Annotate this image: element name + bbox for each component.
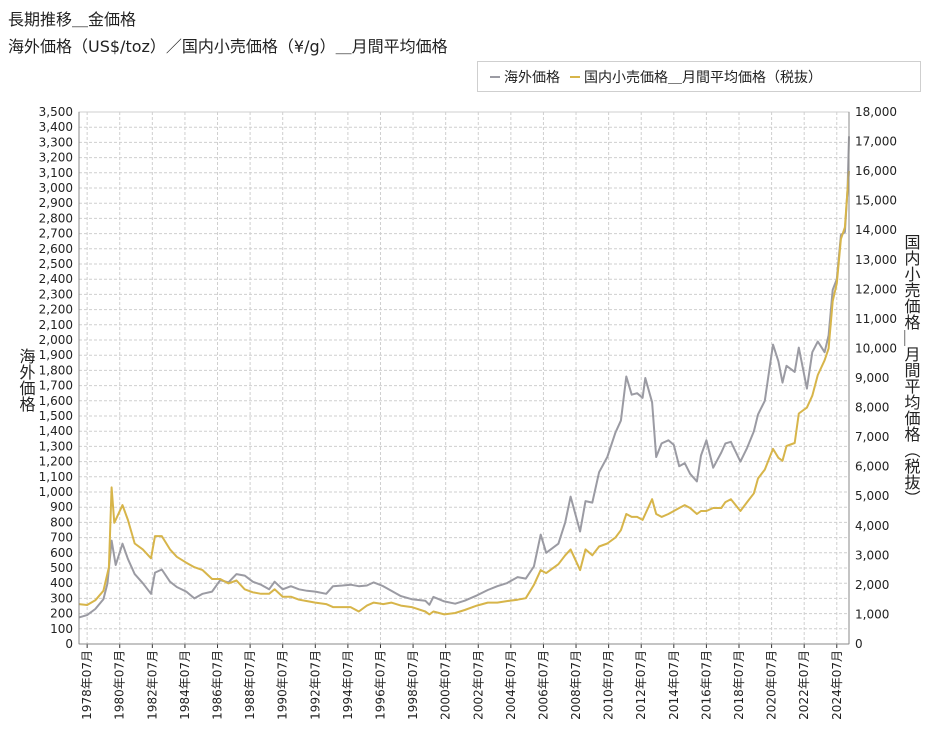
y-tick-label-left: 1,900 bbox=[39, 348, 73, 362]
y-tick-label-left: 1,800 bbox=[39, 363, 73, 377]
x-tick-label: 2024年07月 bbox=[830, 650, 844, 720]
x-tick-label: 2002年07月 bbox=[471, 650, 485, 720]
x-tick-label: 2022年07月 bbox=[797, 650, 811, 720]
y-tick-label-right: 15,000 bbox=[855, 194, 897, 208]
y-tick-label-left: 3,200 bbox=[39, 151, 73, 165]
y-tick-label-left: 3,300 bbox=[39, 135, 73, 149]
x-tick-label: 2004年07月 bbox=[504, 650, 518, 720]
y-tick-label-left: 200 bbox=[50, 607, 73, 621]
y-tick-label-left: 3,100 bbox=[39, 166, 73, 180]
y-tick-label-right: 12,000 bbox=[855, 282, 897, 296]
y-tick-label-left: 2,100 bbox=[39, 318, 73, 332]
x-tick-label: 1992年07月 bbox=[308, 650, 322, 720]
y-tick-label-left: 1,400 bbox=[39, 424, 73, 438]
y-tick-label-right: 9,000 bbox=[855, 371, 889, 385]
y-axis-title-left: 海外価格 bbox=[17, 348, 36, 412]
y-tick-label-right: 1,000 bbox=[855, 607, 889, 621]
x-tick-label: 1988年07月 bbox=[243, 650, 257, 720]
y-tick-label-right: 18,000 bbox=[855, 105, 897, 119]
y-tick-label-right: 11,000 bbox=[855, 312, 897, 326]
y-tick-label-left: 1,200 bbox=[39, 455, 73, 469]
x-tick-label: 2016年07月 bbox=[699, 650, 713, 720]
series-line-overseas bbox=[78, 136, 850, 619]
x-tick-label: 1980年07月 bbox=[113, 650, 127, 720]
y-tick-label-right: 14,000 bbox=[855, 223, 897, 237]
y-tick-label-left: 2,900 bbox=[39, 196, 73, 210]
y-tick-label-left: 800 bbox=[50, 515, 73, 529]
y-tick-label-left: 1,500 bbox=[39, 409, 73, 423]
y-tick-label-right: 10,000 bbox=[855, 341, 897, 355]
y-tick-label-right: 13,000 bbox=[855, 253, 897, 267]
axes bbox=[78, 111, 850, 648]
chart-legend: 海外価格 国内小売価格＿月間平均価格（税抜） bbox=[477, 61, 921, 92]
y-tick-label-left: 1,100 bbox=[39, 470, 73, 484]
grid-lines bbox=[79, 111, 849, 645]
y-tick-label-left: 2,000 bbox=[39, 333, 73, 347]
y-tick-label-left: 3,400 bbox=[39, 120, 73, 134]
y-tick-label-left: 300 bbox=[50, 591, 73, 605]
y-tick-label-left: 900 bbox=[50, 500, 73, 514]
y-tick-label-left: 2,300 bbox=[39, 287, 73, 301]
x-tick-label: 2000年07月 bbox=[439, 650, 453, 720]
legend-swatch-domestic bbox=[570, 75, 580, 78]
x-tick-label: 2014年07月 bbox=[667, 650, 681, 720]
y-tick-label-left: 0 bbox=[65, 637, 73, 651]
x-tick-label: 1994年07月 bbox=[341, 650, 355, 720]
y-tick-label-left: 1,000 bbox=[39, 485, 73, 499]
y-tick-label-right: 6,000 bbox=[855, 460, 889, 474]
y-tick-label-right: 7,000 bbox=[855, 430, 889, 444]
series-lines bbox=[78, 136, 850, 619]
y-tick-label-left: 700 bbox=[50, 531, 73, 545]
y-tick-label-left: 2,800 bbox=[39, 211, 73, 225]
series-line-domestic bbox=[78, 171, 850, 616]
x-tick-label: 1996年07月 bbox=[373, 650, 387, 720]
y-tick-label-left: 3,000 bbox=[39, 181, 73, 195]
plot-border bbox=[78, 111, 850, 645]
y-tick-label-left: 1,600 bbox=[39, 394, 73, 408]
legend-label-domestic: 国内小売価格＿月間平均価格（税抜） bbox=[584, 69, 822, 86]
chart-title: 長期推移＿金価格 bbox=[8, 10, 137, 29]
x-tick-label: 1982年07月 bbox=[145, 650, 159, 720]
y-tick-label-left: 1,300 bbox=[39, 439, 73, 453]
x-tick-label: 2012年07月 bbox=[634, 650, 648, 720]
y-tick-label-left: 500 bbox=[50, 561, 73, 575]
x-tick-label: 2008年07月 bbox=[569, 650, 583, 720]
y-tick-label-left: 400 bbox=[50, 576, 73, 590]
y-tick-label-left: 2,500 bbox=[39, 257, 73, 271]
y-axis-title-right: 国内小売価格＿月間平均価格（税抜） bbox=[902, 234, 921, 506]
x-tick-label: 2006年07月 bbox=[536, 650, 550, 720]
y-tick-label-right: 17,000 bbox=[855, 135, 897, 149]
y-tick-label-right: 2,000 bbox=[855, 578, 889, 592]
x-tick-label: 1990年07月 bbox=[276, 650, 290, 720]
y-tick-label-right: 4,000 bbox=[855, 519, 889, 533]
y-tick-label-left: 2,200 bbox=[39, 303, 73, 317]
y-tick-label-right: 0 bbox=[855, 637, 863, 651]
x-tick-label: 1998年07月 bbox=[406, 650, 420, 720]
y-tick-label-left: 3,500 bbox=[39, 105, 73, 119]
legend-item-overseas: 海外価格 bbox=[490, 67, 560, 87]
legend-label-overseas: 海外価格 bbox=[504, 69, 560, 86]
y-tick-label-left: 1,700 bbox=[39, 379, 73, 393]
y-tick-label-left: 2,400 bbox=[39, 272, 73, 286]
axis-labels: 01002003004005006007008009001,0001,1001,… bbox=[17, 105, 921, 720]
y-tick-label-right: 8,000 bbox=[855, 401, 889, 415]
y-tick-label-left: 100 bbox=[50, 622, 73, 636]
chart-subtitle: 海外価格（US$/toz）／国内小売価格（¥/g）＿月間平均価格 bbox=[8, 37, 448, 56]
y-tick-label-right: 5,000 bbox=[855, 489, 889, 503]
y-tick-label-left: 2,600 bbox=[39, 242, 73, 256]
x-tick-label: 1984年07月 bbox=[178, 650, 192, 720]
y-tick-label-left: 2,700 bbox=[39, 227, 73, 241]
y-tick-label-right: 3,000 bbox=[855, 548, 889, 562]
x-tick-label: 2010年07月 bbox=[602, 650, 616, 720]
x-tick-label: 2020年07月 bbox=[765, 650, 779, 720]
legend-item-domestic: 国内小売価格＿月間平均価格（税抜） bbox=[570, 67, 822, 87]
x-tick-label: 1986年07月 bbox=[211, 650, 225, 720]
legend-swatch-overseas bbox=[490, 75, 500, 78]
x-tick-label: 2018年07月 bbox=[732, 650, 746, 720]
x-tick-label: 1978年07月 bbox=[80, 650, 94, 720]
y-tick-label-left: 600 bbox=[50, 546, 73, 560]
y-tick-label-right: 16,000 bbox=[855, 164, 897, 178]
